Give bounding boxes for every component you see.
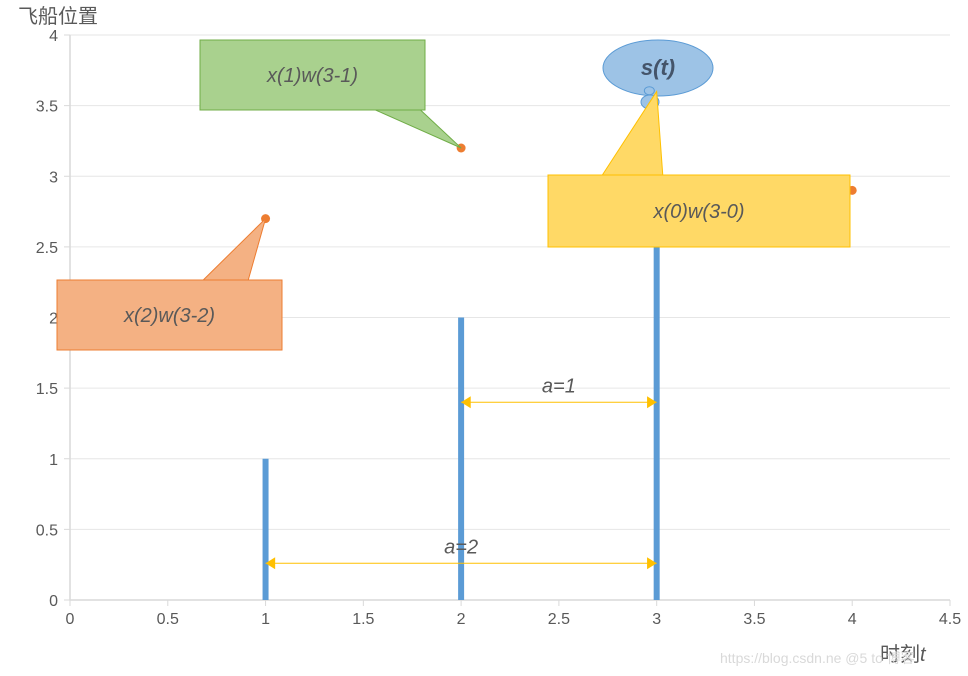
watermark-text: https://blog.csdn.ne @5 to 博客 bbox=[720, 648, 915, 668]
y-axis-title: 飞船位置 bbox=[18, 0, 98, 29]
callout-text: x(1)w(3-1) bbox=[266, 65, 358, 87]
x-tick-label: 0.5 bbox=[157, 611, 179, 628]
x-tick-label: 3.5 bbox=[743, 611, 765, 628]
callout-c2: x(1)w(3-1) bbox=[200, 40, 461, 148]
chart-figure: 00.511.522.533.5400.511.522.533.544.5a=1… bbox=[0, 0, 968, 676]
y-tick-label: 3 bbox=[49, 169, 58, 186]
x-tick-label: 2.5 bbox=[548, 611, 570, 628]
y-tick-label: 3.5 bbox=[36, 99, 58, 116]
callout-pointer-icon bbox=[203, 219, 265, 280]
y-tick-label: 0 bbox=[49, 593, 58, 610]
x-tick-label: 1 bbox=[261, 611, 270, 628]
x-tick-label: 4.5 bbox=[939, 611, 961, 628]
y-tick-label: 2.5 bbox=[36, 240, 58, 257]
chart-svg: 00.511.522.533.5400.511.522.533.544.5a=1… bbox=[0, 0, 968, 676]
x-tick-label: 0 bbox=[66, 611, 75, 628]
x-tick-label: 4 bbox=[848, 611, 857, 628]
speech-bubble: s(t) bbox=[603, 40, 713, 109]
x-tick-label: 3 bbox=[652, 611, 661, 628]
x-tick-label: 1.5 bbox=[352, 611, 374, 628]
y-tick-label: 1 bbox=[49, 452, 58, 469]
y-tick-label: 4 bbox=[49, 28, 58, 45]
x-tick-label: 2 bbox=[457, 611, 466, 628]
speech-bubble-text: s(t) bbox=[641, 55, 675, 80]
callout-pointer-icon bbox=[602, 92, 662, 176]
callout-text: x(2)w(3-2) bbox=[123, 305, 215, 327]
callout-c3: x(0)w(3-0) bbox=[548, 92, 850, 248]
dim-arrow-label: a=1 bbox=[542, 375, 576, 397]
callout-pointer-icon bbox=[376, 110, 462, 148]
dim-arrow-label: a=2 bbox=[444, 536, 478, 558]
y-tick-label: 1.5 bbox=[36, 381, 58, 398]
callout-c1: x(2)w(3-2) bbox=[57, 219, 282, 350]
callout-text: x(0)w(3-0) bbox=[652, 201, 744, 223]
y-tick-label: 0.5 bbox=[36, 522, 58, 539]
